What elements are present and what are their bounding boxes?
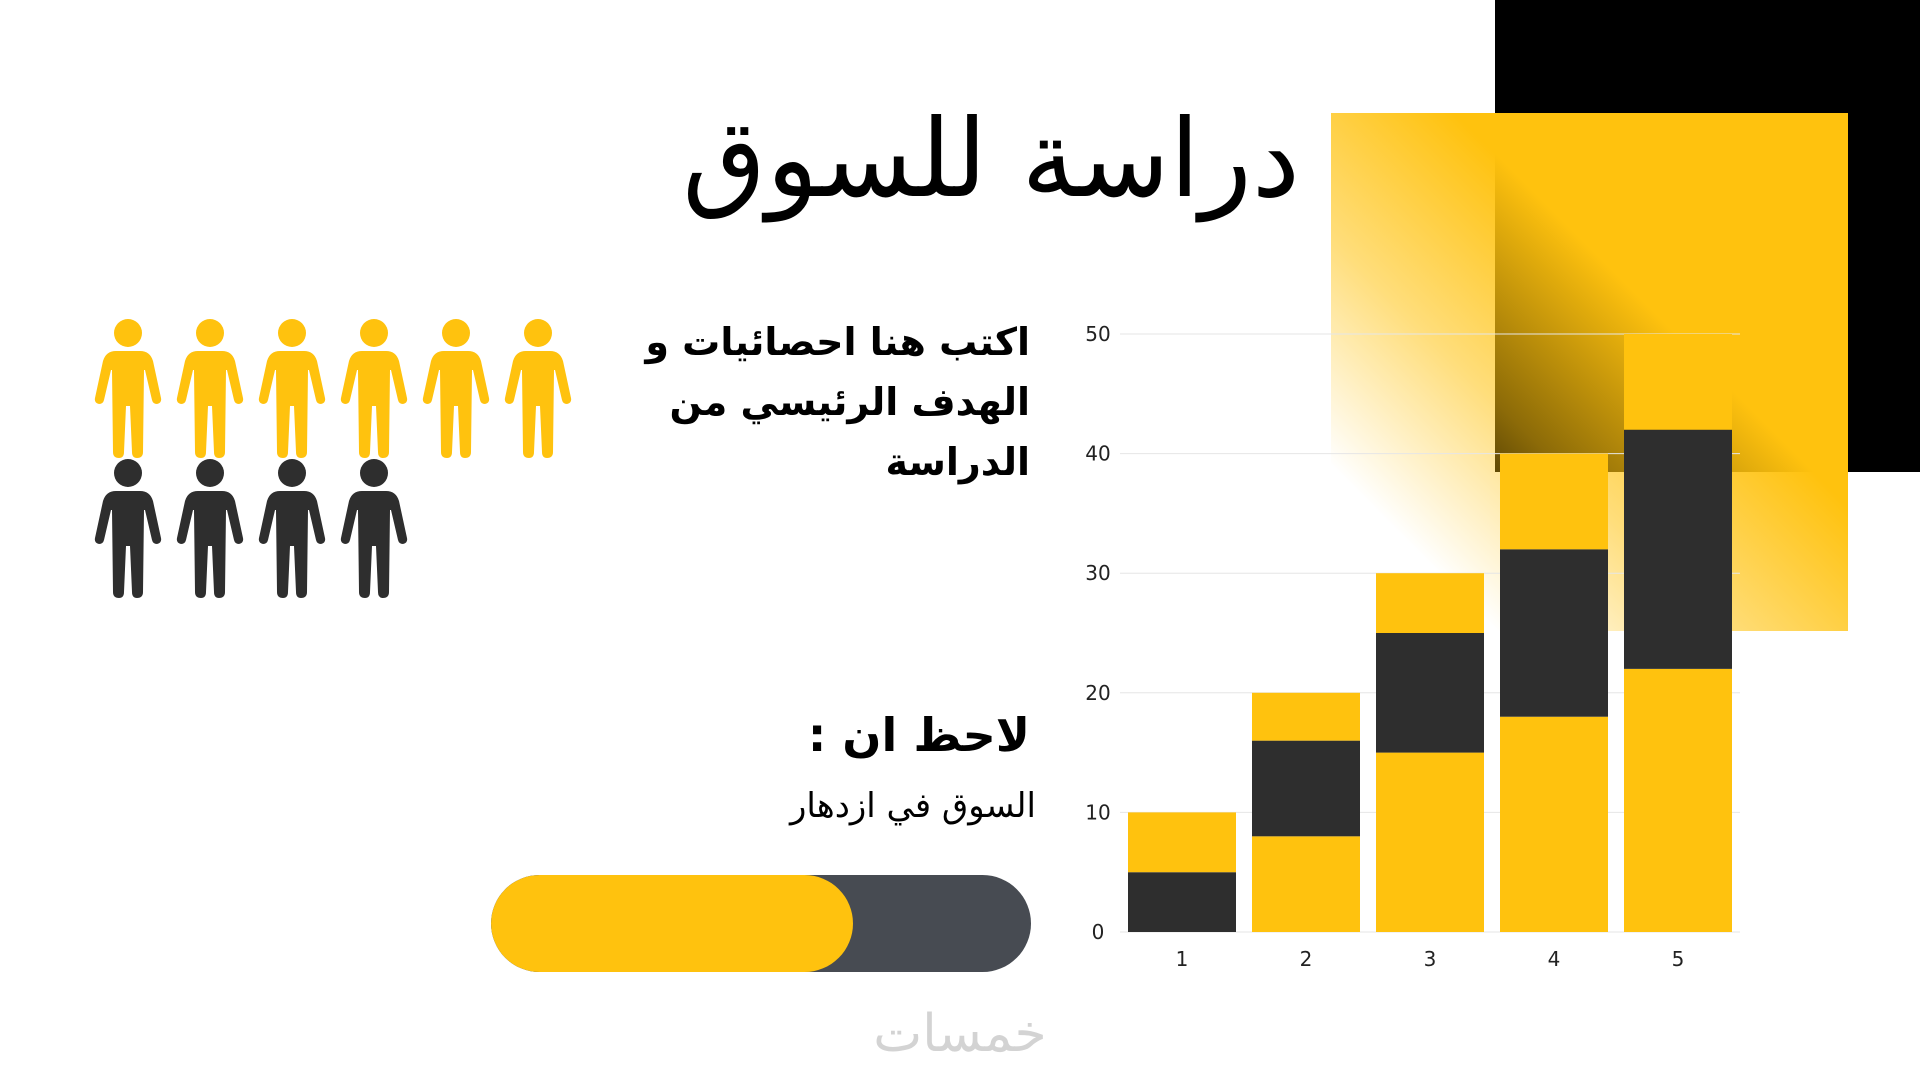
x-tick-label: 2 bbox=[1300, 947, 1313, 971]
bar-segment bbox=[1500, 549, 1608, 717]
bar-segment bbox=[1252, 692, 1360, 741]
person-icon bbox=[176, 459, 244, 598]
bar-segment bbox=[1500, 716, 1608, 932]
y-tick-label: 10 bbox=[1085, 800, 1110, 824]
progress-bar-fill bbox=[491, 875, 853, 972]
person-icon bbox=[422, 319, 490, 458]
bar-segment bbox=[1252, 740, 1360, 837]
person-icon bbox=[94, 319, 162, 458]
bar-segment bbox=[1624, 334, 1732, 430]
person-icon bbox=[258, 319, 326, 458]
person-icon bbox=[340, 459, 408, 598]
bar-segment bbox=[1624, 668, 1732, 932]
bar-segment bbox=[1376, 752, 1484, 932]
bar-segment bbox=[1376, 573, 1484, 633]
x-tick-label: 1 bbox=[1176, 947, 1189, 971]
x-tick-label: 3 bbox=[1424, 947, 1437, 971]
person-icon bbox=[94, 459, 162, 598]
bar-segment bbox=[1128, 872, 1236, 932]
y-tick-label: 50 bbox=[1085, 322, 1110, 346]
y-tick-label: 0 bbox=[1092, 920, 1105, 944]
slide-title: دراسة للسوق bbox=[682, 97, 1300, 222]
bar-segment bbox=[1128, 812, 1236, 873]
person-icon bbox=[504, 319, 572, 458]
stacked-bar-chart: 0 10 20 30 40 50 1 2 3 4 5 bbox=[1085, 322, 1740, 971]
person-icon bbox=[340, 319, 408, 458]
progress-bar bbox=[491, 875, 1031, 972]
note-body: السوق في ازدهار bbox=[789, 786, 1036, 826]
x-tick-label: 5 bbox=[1672, 947, 1685, 971]
people-pictogram bbox=[94, 318, 594, 598]
people-row bbox=[94, 458, 594, 598]
stats-description: اكتب هنا احصائيات و الهدف الرئيسي من الد… bbox=[645, 320, 1030, 484]
bar-segment bbox=[1376, 633, 1484, 753]
people-row bbox=[94, 318, 594, 458]
y-tick-label: 40 bbox=[1085, 442, 1110, 466]
bar-segment bbox=[1252, 836, 1360, 932]
watermark-logo: خمسات bbox=[873, 1004, 1047, 1064]
note-heading: لاحظ ان : bbox=[807, 708, 1030, 762]
y-tick-label: 30 bbox=[1085, 561, 1110, 585]
bar-segment bbox=[1500, 453, 1608, 550]
person-icon bbox=[258, 459, 326, 598]
y-tick-label: 20 bbox=[1085, 681, 1110, 705]
x-tick-label: 4 bbox=[1548, 947, 1561, 971]
person-icon bbox=[176, 319, 244, 458]
bar-segment bbox=[1624, 429, 1732, 669]
